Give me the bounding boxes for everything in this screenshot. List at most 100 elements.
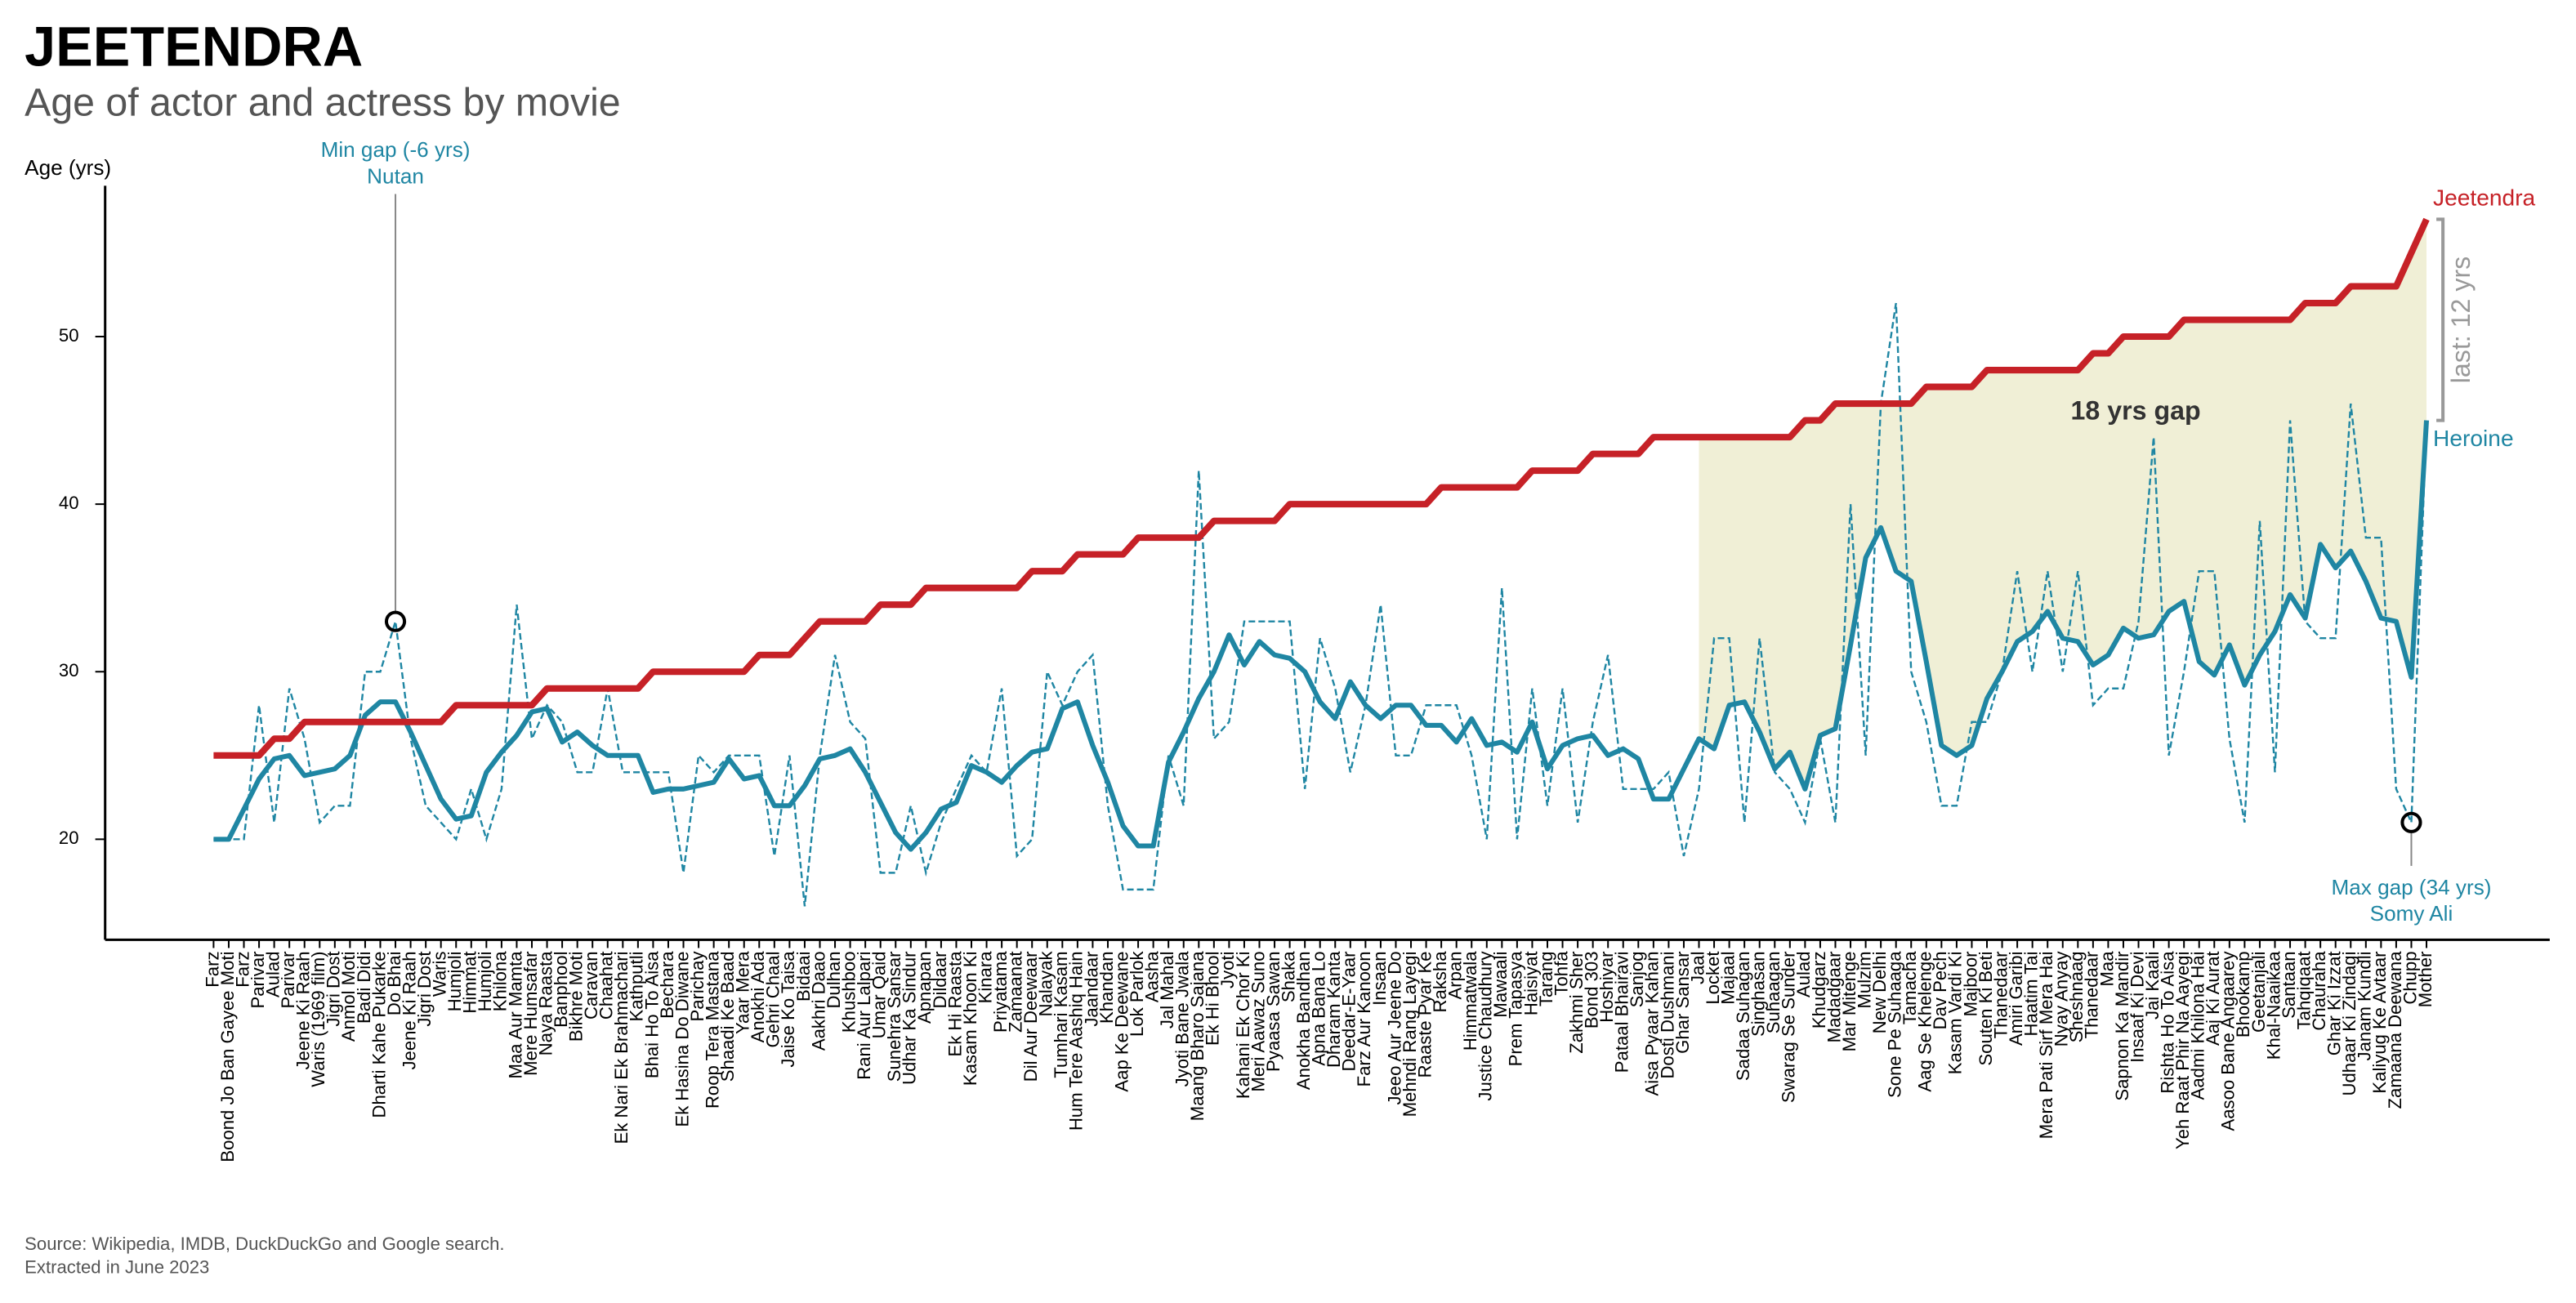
x-tick-label: Aasha (1141, 951, 1162, 1002)
x-tick-label: Naya Raasta (535, 951, 556, 1056)
x-tick-label: Pyaasa Sawan (1263, 951, 1284, 1072)
x-tick-label: Swarag Se Sunder (1779, 951, 1799, 1103)
x-tick-label: Jigri Dost (324, 951, 344, 1026)
x-tick-label: Souten Ki Beti (1976, 951, 1996, 1065)
x-tick-label: Shaadi Ke Baad (717, 951, 738, 1082)
x-tick-label: Jeene Ki Raah (399, 951, 419, 1069)
x-tick-label: Chauraha (2309, 951, 2329, 1031)
x-tick-label: Aap Ke Deewane (1111, 951, 1132, 1091)
x-tick-label: Sunehra Sansar (884, 951, 904, 1082)
x-tick-label: Mawaali (1490, 951, 1511, 1017)
y-axis-label: Age (yrs) (25, 155, 111, 180)
x-tick-label: Mother (2415, 951, 2435, 1007)
x-tick-label: Aulad (262, 951, 283, 997)
x-tick-label: Boond Jo Ban Gayee Moti (217, 951, 238, 1162)
x-tick-label: Prem Tapasya (1506, 951, 1526, 1067)
chart-title: JEETENDRA (25, 16, 363, 78)
x-tick-label: Priyatama (990, 951, 1011, 1033)
x-tick-label: Khushboo (838, 951, 859, 1033)
x-tick-label: Thanedaar (1990, 951, 2011, 1038)
x-tick-label: Majaal (1717, 951, 1738, 1004)
x-tick-label: Ghar Sansar (1672, 951, 1693, 1053)
x-tick-label: Udhaar Ki Zindagi (2339, 951, 2359, 1096)
x-tick-label: Bidaai (793, 951, 814, 1001)
x-tick-label: Parichay (687, 951, 708, 1022)
x-tick-label: Hum Tere Aashiq Hain (1066, 951, 1087, 1131)
x-tick-label: Jyoti (1217, 951, 1238, 988)
annotation-label: Min gap (-6 yrs) (321, 137, 471, 162)
x-tick-label: Aulad (1793, 951, 1814, 997)
x-tick-label: Justice Chaudhury (1476, 951, 1496, 1101)
x-tick-label: Tarang (1536, 951, 1556, 1006)
x-tick-label: Tamacha (1900, 951, 1920, 1024)
x-tick-label: Tumhari Kasam (1051, 951, 1071, 1078)
x-tick-label: Khal-Naaikaa (2263, 951, 2284, 1060)
x-tick-label: Janam Kundli (2355, 951, 2375, 1060)
x-tick-label: Mar Mitenge (1839, 951, 1859, 1051)
x-tick-label: Chupp (2400, 951, 2420, 1004)
chart-subtitle: Age of actor and actress by movie (25, 81, 620, 125)
x-tick-label: Caravan (581, 951, 601, 1020)
y-tick-label: 20 (59, 828, 79, 848)
x-tick-label: Meri Aawaz Suno (1248, 951, 1268, 1091)
x-tick-label: Singhasan (1748, 951, 1769, 1037)
x-tick-label: Majboor (1960, 951, 1980, 1016)
x-tick-label: Aasoo Bane Angaarey (2218, 951, 2239, 1131)
actor-line (213, 217, 2430, 759)
x-tick-label: Sadaa Suhagan (1733, 951, 1753, 1081)
x-tick-label: Insaaf Ki Devi (2127, 951, 2147, 1062)
x-tick-label: Locket (1703, 951, 1723, 1004)
x-tick-label: Umar Qaid (869, 951, 890, 1038)
x-tick-label: Yaar Mera (733, 951, 753, 1034)
x-tick-label: Jeeo Aur Jeene Do (1384, 951, 1404, 1104)
x-tick-label: Gehri Chaal (763, 951, 784, 1047)
x-tick-label: Rishta Ho To Aisa (2157, 951, 2177, 1094)
x-tick-label: Aag Se Khelenge (1915, 951, 1935, 1091)
x-tick-label: Sone Pe Suhaaga (1885, 951, 1905, 1098)
x-tick-label: Udhar Ka Sindur (900, 951, 920, 1084)
x-tick-label: Mera Pati Sirf Mera Hai (2036, 951, 2056, 1139)
x-tick-label: Ek Hi Raasta (944, 951, 965, 1057)
x-tick-label: Zamaanat (1006, 951, 1026, 1033)
series-label: Jeetendra (2433, 185, 2536, 211)
x-tick-label: Geetanjali (2248, 951, 2269, 1033)
x-tick-label: Shaka (1278, 951, 1298, 1002)
x-tick-label: Jal Mahal (1157, 951, 1177, 1029)
x-tick-label: Dharam Kanta (1324, 951, 1344, 1068)
x-tick-label: Mulzim (1854, 951, 1874, 1008)
x-tick-label: Banphool (551, 951, 571, 1027)
x-tick-label: Deedar-E-Yaar (1339, 951, 1359, 1071)
x-tick-label: Humjoli (444, 951, 465, 1011)
x-tick-label: Raaste Pyar Ke (1414, 951, 1435, 1078)
x-tick-label: Hoshiyar (1596, 951, 1617, 1022)
x-tick-label: Jai Kaali (2142, 951, 2163, 1020)
x-tick-label: Farz (232, 951, 252, 987)
x-tick-label: Apna Bana Lo (1309, 951, 1329, 1065)
x-tick-label: Nalayak (1036, 951, 1056, 1017)
x-tick-label: Dharti Kahe Pukarke (368, 951, 389, 1118)
x-tick-label: Yeh Raat Phir Na Aayegi (2172, 951, 2193, 1149)
gap-label: 18 yrs gap (2071, 395, 2201, 425)
x-tick-label: Khilona (490, 951, 511, 1011)
x-tick-label: Maa Aur Mamta (505, 951, 525, 1079)
y-tick-label: 40 (59, 493, 79, 513)
x-tick-label: Anmol Moti (338, 951, 359, 1042)
x-tick-label: Jigri Dost (414, 951, 435, 1026)
x-tick-label: Amiri Garibi (2006, 951, 2026, 1045)
x-tick-label: Arpan (1445, 951, 1466, 999)
x-tick-label: Jaal (1687, 951, 1708, 984)
x-tick-label: Maa (2096, 951, 2117, 987)
x-tick-label: Parivar (278, 951, 298, 1008)
x-tick-label: Jeene Ki Raah (293, 951, 314, 1069)
x-tick-label: Do Bhai (384, 951, 404, 1015)
x-tick-label: Jaise Ko Taisa (778, 951, 798, 1068)
x-tick-label: Maang Bharo Sajana (1187, 951, 1208, 1121)
y-tick-label: 50 (59, 325, 79, 346)
x-tick-label: Pataal Bhairavi (1612, 951, 1632, 1073)
x-tick-label: Jyoti Bane Jwala (1172, 951, 1193, 1087)
x-tick-label: Suhaagan (1763, 951, 1784, 1033)
source: Source: Wikipedia, IMDB, DuckDuckGo and … (25, 1234, 504, 1254)
x-tick-label: Aakhri Daao (808, 951, 828, 1051)
x-tick-label: Khandan (1096, 951, 1117, 1024)
